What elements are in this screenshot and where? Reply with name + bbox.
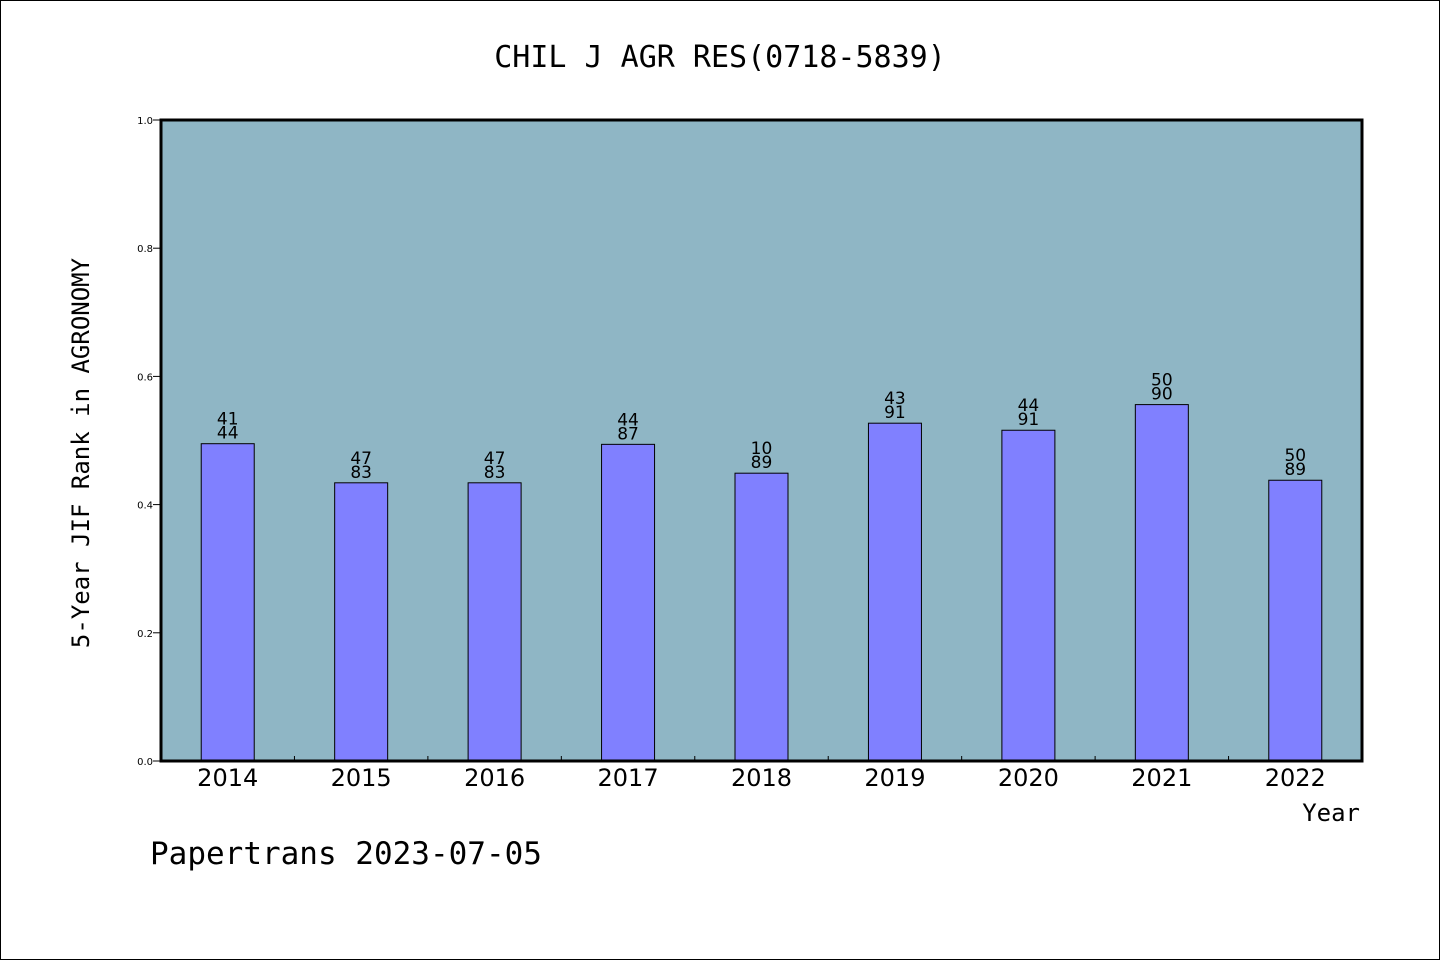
- bar-2017: [601, 443, 656, 762]
- bar-2014: [200, 443, 255, 762]
- x-tick-label: 2015: [331, 764, 392, 792]
- x-tick-label: 2016: [464, 764, 525, 792]
- x-tick-label: 2014: [197, 764, 258, 792]
- y-axis: 0.0 0.2 0.4 0.6 0.8 1.0: [137, 116, 161, 768]
- y-tick-label: 0.4: [137, 501, 153, 512]
- bar-label-rank: 43: [884, 389, 906, 409]
- bar-label-rank: 10: [751, 439, 773, 459]
- footer-text: Papertrans 2023-07-05: [150, 836, 542, 872]
- bar-label-rank: 50: [1151, 371, 1173, 391]
- bar-label-total: 90: [1151, 385, 1173, 405]
- bar-2018: [734, 472, 789, 762]
- plot-border: [159, 118, 1364, 763]
- x-tick-label: 2019: [864, 764, 925, 792]
- x-tick-label: 2018: [731, 764, 792, 792]
- bar-label-rank: 44: [1018, 396, 1040, 416]
- bar-2020: [1001, 429, 1056, 762]
- x-tick-label: 2020: [998, 764, 1059, 792]
- bar-2016: [467, 482, 522, 762]
- bar-label-rank: 50: [1284, 446, 1306, 466]
- x-tick-label: 2017: [598, 764, 659, 792]
- bar-label-total: 44: [217, 424, 239, 444]
- y-axis-label: 5-Year JIF Rank in AGRONOMY: [67, 257, 95, 648]
- x-axis: 2014 2015 2016 2017 2018 2019 2020 2021 2022: [197, 756, 1326, 792]
- bar-label-total: 89: [1284, 460, 1306, 480]
- x-tick-label: 2022: [1265, 764, 1326, 792]
- bar-label-rank: 47: [484, 449, 506, 469]
- bar-label-rank: 47: [350, 449, 372, 469]
- bar-2021: [1134, 404, 1189, 762]
- bar-label-total: 87: [617, 424, 639, 444]
- bar-label-total: 83: [484, 463, 506, 483]
- bar-label-total: 91: [1018, 410, 1040, 430]
- bar-label-total: 89: [751, 453, 773, 473]
- bar-label-rank: 41: [217, 410, 239, 430]
- y-tick-label: 0.8: [137, 244, 153, 255]
- bar-label-total: 83: [350, 463, 372, 483]
- y-tick-label: 1.0: [137, 116, 153, 127]
- chart-title: CHIL J AGR RES(0718-5839): [494, 40, 946, 75]
- bar-label-rank: 44: [617, 410, 639, 430]
- bar-label-total: 91: [884, 403, 906, 423]
- x-axis-label: Year: [1302, 799, 1360, 827]
- x-tick-label: 2021: [1131, 764, 1192, 792]
- y-tick-label: 0.2: [137, 629, 153, 640]
- bar-2019: [867, 422, 922, 762]
- y-tick-label: 0.6: [137, 372, 153, 383]
- bar-2015: [334, 482, 389, 762]
- bar-2022: [1268, 479, 1323, 762]
- y-tick-label: 0.0: [137, 757, 153, 768]
